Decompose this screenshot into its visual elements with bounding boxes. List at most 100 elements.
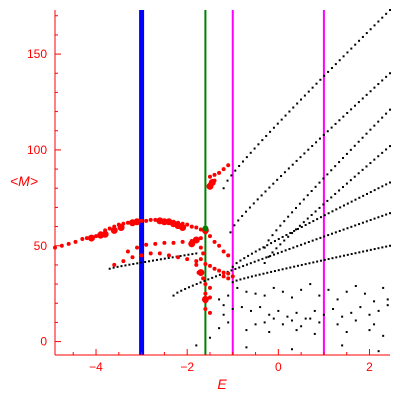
- curve-point: [381, 214, 384, 217]
- curve-point: [334, 192, 337, 195]
- curve-point: [231, 281, 234, 284]
- curve-point: [306, 194, 309, 197]
- curve-point: [365, 32, 368, 35]
- curve-point: [377, 216, 380, 219]
- curve-point: [287, 235, 290, 238]
- scatter-point: [336, 298, 339, 301]
- curve-point: [389, 108, 391, 111]
- scatter-point: [272, 286, 275, 289]
- curve-point: [323, 258, 326, 261]
- curve-point: [381, 151, 384, 154]
- curve-point: [322, 177, 325, 180]
- curve-point: [120, 265, 123, 268]
- curve-point: [243, 257, 246, 260]
- curve-point: [284, 249, 287, 252]
- curve-point: [191, 253, 194, 256]
- curve-point: [389, 145, 391, 148]
- curve-point: [346, 111, 349, 114]
- curve-point: [292, 106, 295, 109]
- curve-point: [377, 155, 380, 158]
- curve-point: [267, 239, 270, 242]
- curve-point: [253, 147, 256, 150]
- x-tick-label: −4: [89, 360, 103, 374]
- curve-point: [172, 294, 175, 297]
- curve-point: [277, 238, 280, 241]
- curve-point: [296, 102, 299, 105]
- red-point: [84, 236, 89, 241]
- red-point: [80, 237, 85, 242]
- curve-point: [250, 275, 253, 278]
- curve-point: [315, 141, 318, 144]
- red-point: [203, 307, 208, 311]
- y-tick-label: 50: [34, 239, 48, 253]
- red-point: [148, 217, 153, 222]
- axes: 0 50 100 150 −4 −2 0 2: [27, 10, 390, 374]
- curve-point: [293, 265, 296, 268]
- curve-point: [262, 272, 265, 275]
- scatter-point: [327, 288, 330, 291]
- curve-point: [261, 257, 264, 260]
- curve-point: [338, 229, 341, 232]
- curve-point: [279, 243, 282, 246]
- scatter-point: [231, 308, 234, 310]
- curve-point: [254, 274, 257, 277]
- curve-point: [260, 194, 263, 197]
- red-point: [66, 241, 71, 246]
- scatter-point: [377, 350, 380, 353]
- red-point-large: [110, 226, 118, 234]
- curve-point: [247, 276, 250, 279]
- red-point: [207, 285, 212, 290]
- curve-point: [299, 156, 302, 159]
- curve-point: [128, 263, 131, 266]
- scatter-point: [318, 321, 321, 324]
- red-point: [139, 253, 144, 258]
- red-point: [144, 242, 149, 247]
- curve-point: [184, 287, 187, 290]
- curve-point: [294, 206, 297, 209]
- curve-point: [171, 256, 174, 259]
- curve-point: [269, 255, 272, 258]
- curve-point: [373, 189, 376, 192]
- curve-point: [283, 171, 286, 174]
- curve-point: [249, 262, 252, 265]
- curve-point: [242, 265, 245, 268]
- red-point: [189, 224, 194, 229]
- red-point: [217, 170, 222, 175]
- scatter-point: [341, 315, 344, 318]
- scatter-point: [281, 323, 284, 326]
- curve-point: [303, 152, 306, 155]
- curve-point: [369, 90, 372, 93]
- curve-point: [275, 247, 278, 250]
- scatter-point: [227, 294, 230, 297]
- x-axis-label: E: [217, 376, 227, 392]
- curve-point: [308, 222, 311, 225]
- curve-point: [381, 16, 384, 19]
- curve-point: [293, 229, 296, 232]
- curve-point: [341, 156, 344, 159]
- curve-point: [277, 269, 280, 272]
- curve-point: [358, 223, 361, 226]
- curve-point: [136, 262, 139, 265]
- scatter-point: [218, 327, 221, 330]
- curve-point: [296, 264, 299, 267]
- curve-point: [281, 268, 284, 271]
- curve-point: [335, 256, 338, 259]
- scatter-point: [222, 313, 225, 316]
- curve-point: [389, 181, 391, 184]
- red-point-large: [201, 295, 209, 303]
- red-point: [125, 249, 130, 254]
- red-point: [212, 172, 217, 177]
- scatter-point: [249, 309, 252, 312]
- curve-point: [341, 186, 344, 189]
- scatter-point: [354, 285, 357, 287]
- curve-point: [327, 70, 330, 73]
- curve-point: [298, 224, 301, 227]
- curve-point: [327, 234, 330, 237]
- curve-point: [241, 160, 244, 163]
- curve-point: [318, 206, 321, 209]
- curve-point: [270, 242, 273, 245]
- red-point: [121, 259, 126, 264]
- curve-point: [319, 259, 322, 262]
- curve-point: [361, 136, 364, 139]
- curve-point: [310, 190, 313, 193]
